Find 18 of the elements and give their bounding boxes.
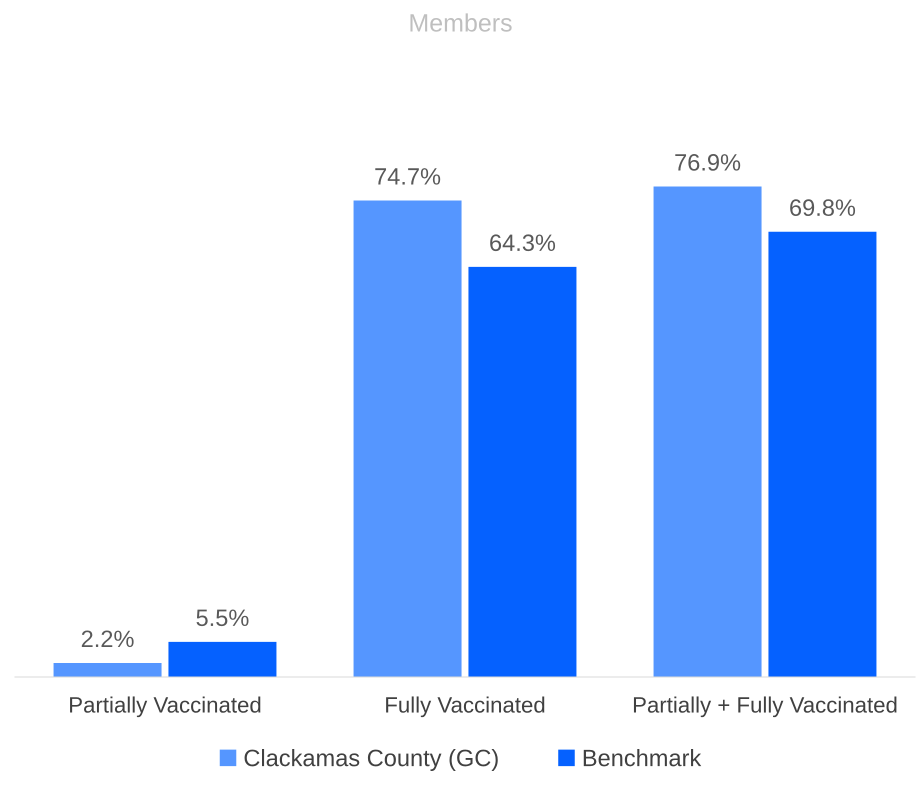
data-label: 74.7% [375,168,440,185]
bar [354,200,462,677]
data-label: 2.2% [82,630,134,648]
data-label: 5.5% [196,610,249,626]
x-tick-label: Fully Vaccinated [386,696,544,718]
bar [768,232,876,677]
legend-label: Benchmark [584,748,702,766]
x-tick-label: Partially + Fully Vaccinated [634,696,896,718]
data-label: 76.9% [675,154,740,171]
chart-title: Members [410,13,512,32]
legend-label: Clackamas County (GC) [244,748,498,772]
bar [654,186,762,677]
data-label: 69.8% [790,199,856,216]
bar [468,266,576,677]
data-label: 64.3% [490,234,556,252]
bar [168,642,276,677]
x-tick-label: Partially Vaccinated [70,696,260,718]
bar [54,662,162,677]
